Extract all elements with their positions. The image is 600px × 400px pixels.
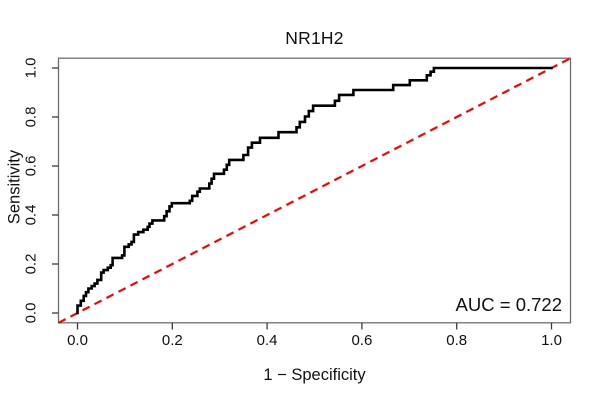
- x-tick-label: 0.2: [161, 332, 183, 349]
- x-tick-label: 0.6: [351, 332, 373, 349]
- x-tick-label: 1.0: [541, 332, 562, 349]
- x-axis-label: 1 − Specificity: [263, 366, 366, 384]
- plot-box: [57, 57, 572, 324]
- y-tick-label: 0.2: [22, 253, 40, 275]
- axis-ticks: [52, 67, 553, 330]
- roc-curve-path: [76, 66, 553, 315]
- y-tick-label: 0.4: [22, 204, 40, 226]
- y-tick-label: 0.6: [22, 155, 40, 177]
- x-tick-label: 0.0: [67, 332, 88, 349]
- x-tick-label: 0.4: [256, 332, 278, 349]
- y-tick-label: 0.8: [22, 106, 40, 128]
- y-tick-label: 0.0: [22, 302, 40, 324]
- reference-diagonal-line: [57, 57, 572, 324]
- chart-title: NR1H2: [285, 28, 344, 48]
- auc-annotation: AUC = 0.722: [455, 294, 562, 315]
- x-tick-label: 0.8: [446, 332, 468, 349]
- y-tick-label: 1.0: [22, 57, 40, 79]
